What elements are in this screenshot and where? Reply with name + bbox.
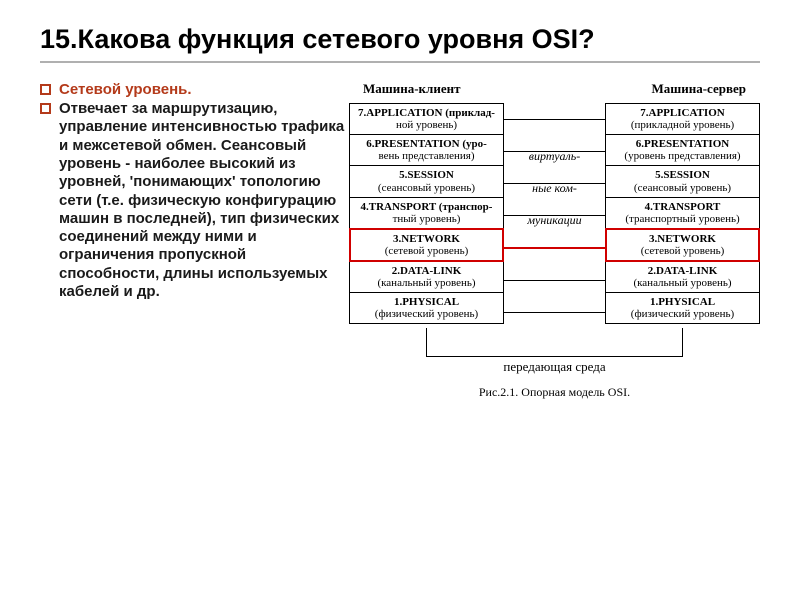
layer-2-client: 2.DATA-LINK(канальный уровень) bbox=[349, 262, 504, 293]
layer-4-client: 4.TRANSPORT (транспор-тный уровень) bbox=[349, 198, 504, 229]
bullet-2: Отвечает за маршрутизацию, управление ин… bbox=[40, 100, 345, 301]
connector-1 bbox=[504, 312, 605, 313]
bullet-1: Сетевой уровень. bbox=[40, 81, 345, 98]
bullet-1-text: Сетевой уровень. bbox=[59, 81, 192, 98]
client-stack: 7.APPLICATION (приклад-ной уровень) 6.PR… bbox=[349, 103, 504, 324]
osi-diagram: 7.APPLICATION (приклад-ной уровень) 6.PR… bbox=[349, 103, 760, 413]
diagram-headers: Машина-клиент Машина-сервер bbox=[349, 81, 760, 103]
layer-6-client: 6.PRESENTATION (уро-вень представления) bbox=[349, 135, 504, 166]
layer-5-client: 5.SESSION(сеансовый уровень) bbox=[349, 166, 504, 197]
medium-line bbox=[426, 356, 683, 357]
header-client: Машина-клиент bbox=[363, 81, 460, 97]
connector-3 bbox=[504, 247, 605, 249]
drop-right bbox=[682, 328, 683, 356]
connector-7 bbox=[504, 119, 605, 120]
layer-3-server: 3.NETWORK(сетевой уровень) bbox=[605, 228, 760, 262]
layer-2-server: 2.DATA-LINK(канальный уровень) bbox=[605, 262, 760, 293]
connector-6 bbox=[504, 151, 605, 152]
layer-6-server: 6.PRESENTATION(уровень представления) bbox=[605, 135, 760, 166]
connector-5 bbox=[504, 183, 605, 184]
connector-4 bbox=[504, 215, 605, 216]
figure-caption: Рис.2.1. Опорная модель OSI. bbox=[349, 385, 760, 400]
layer-1-server: 1.PHYSICAL(физический уровень) bbox=[605, 293, 760, 324]
slide-title: 15.Какова функция сетевого уровня OSI? bbox=[40, 24, 760, 55]
server-stack: 7.APPLICATION(прикладной уровень) 6.PRES… bbox=[605, 103, 760, 324]
layer-1-client: 1.PHYSICAL(физический уровень) bbox=[349, 293, 504, 324]
square-bullet-icon bbox=[40, 103, 51, 114]
layer-3-client: 3.NETWORK(сетевой уровень) bbox=[349, 228, 504, 262]
drop-left bbox=[426, 328, 427, 356]
slide: 15.Какова функция сетевого уровня OSI? С… bbox=[0, 0, 800, 600]
content-row: Сетевой уровень. Отвечает за маршрутизац… bbox=[40, 81, 760, 413]
bullet-2-text: Отвечает за маршрутизацию, управление ин… bbox=[59, 100, 345, 301]
layer-4-server: 4.TRANSPORT(транспортный уровень) bbox=[605, 198, 760, 229]
diagram-column: Машина-клиент Машина-сервер 7.APPLICATIO… bbox=[349, 81, 760, 413]
medium-label: передающая среда bbox=[349, 359, 760, 375]
connector-2 bbox=[504, 280, 605, 281]
layer-5-server: 5.SESSION(сеансовый уровень) bbox=[605, 166, 760, 197]
title-underline bbox=[40, 61, 760, 63]
header-server: Машина-сервер bbox=[651, 81, 746, 97]
text-column: Сетевой уровень. Отвечает за маршрутизац… bbox=[40, 81, 345, 413]
layer-7-server: 7.APPLICATION(прикладной уровень) bbox=[605, 104, 760, 135]
square-bullet-icon bbox=[40, 84, 51, 95]
layer-7-client: 7.APPLICATION (приклад-ной уровень) bbox=[349, 104, 504, 135]
